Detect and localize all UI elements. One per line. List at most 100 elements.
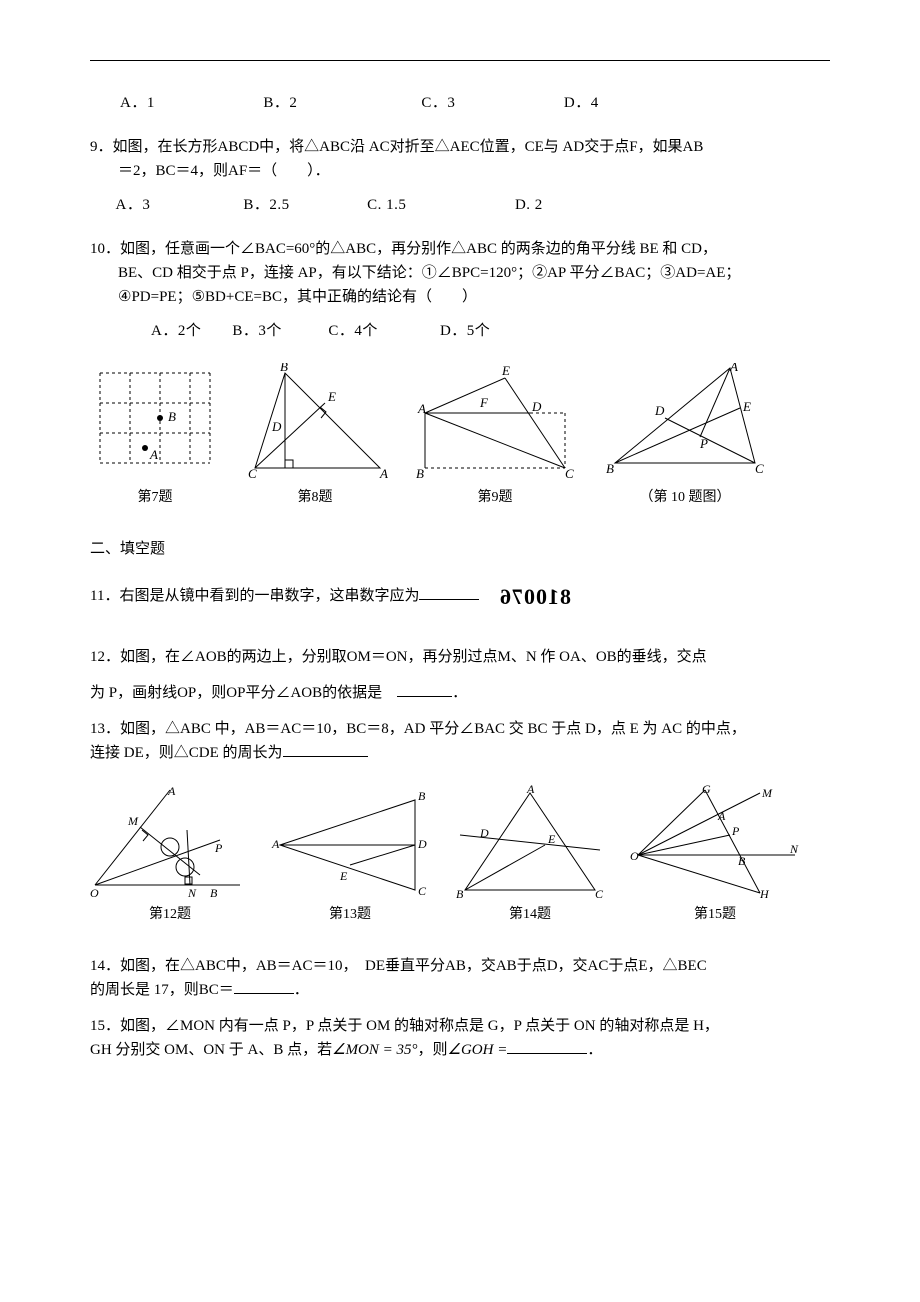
q13-line2-wrap: 连接 DE，则△CDE 的周长为 bbox=[90, 741, 830, 765]
q13: 13．如图，△ABC 中，AB＝AC＝10，BC＝8，AD 平分∠BAC 交 B… bbox=[90, 717, 830, 765]
q9-opt-c: C. 1.5 bbox=[367, 197, 406, 213]
q11-mirror-number: 810076 bbox=[499, 579, 571, 614]
svg-text:M: M bbox=[761, 786, 773, 800]
figure-q8: B E D C A 第8题 bbox=[240, 363, 390, 509]
q9-line1: 9．如图，在长方形ABCD中，将△ABC沿 AC对折至△AEC位置，CE与 AD… bbox=[90, 135, 830, 159]
q9-opt-a: A．3 bbox=[116, 197, 151, 213]
q10-line1: 10．如图，任意画一个∠BAC=60°的△ABC，再分别作△ABC 的两条边的角… bbox=[90, 237, 830, 261]
svg-text:D: D bbox=[479, 826, 489, 840]
q8-opt-c: C．3 bbox=[421, 95, 455, 111]
q9-line2: ＝2，BC＝4，则AF＝（ ）． bbox=[118, 159, 830, 183]
q13-line1: 13．如图，△ABC 中，AB＝AC＝10，BC＝8，AD 平分∠BAC 交 B… bbox=[90, 717, 830, 741]
q8-opt-a: A．1 bbox=[120, 95, 155, 111]
svg-text:C: C bbox=[595, 887, 604, 900]
svg-text:D: D bbox=[417, 837, 427, 851]
svg-text:E: E bbox=[501, 363, 510, 378]
figcap-q8: 第8题 bbox=[298, 487, 333, 509]
figure-q15: G M A P O B N H 第15题 bbox=[630, 785, 800, 926]
svg-text:P: P bbox=[214, 841, 223, 855]
figcap-q7: 第7题 bbox=[138, 487, 173, 509]
q12-blank bbox=[397, 681, 452, 697]
svg-text:E: E bbox=[339, 869, 348, 883]
q15-angle-mon: ∠MON = 35° bbox=[332, 1042, 417, 1058]
svg-text:A: A bbox=[729, 363, 738, 374]
q11-text: 11．右图是从镜中看到的一串数字，这串数字应为 bbox=[90, 588, 419, 604]
svg-text:D: D bbox=[271, 419, 282, 434]
svg-text:A: A bbox=[717, 809, 726, 823]
q9-options: A．3 B．2.5 C. 1.5 D. 2 bbox=[100, 193, 830, 217]
svg-text:D: D bbox=[531, 399, 542, 414]
q15-line1: 15．如图，∠MON 内有一点 P，P 点关于 OM 的轴对称点是 G，P 点关… bbox=[90, 1014, 830, 1038]
svg-text:P: P bbox=[699, 436, 708, 451]
svg-text:G: G bbox=[702, 785, 711, 796]
svg-text:B: B bbox=[456, 887, 464, 900]
q14-line1: 14．如图，在△ABC中，AB＝AC＝10， DE垂直平分AB，交AB于点D，交… bbox=[90, 954, 830, 978]
svg-text:N: N bbox=[789, 842, 799, 856]
figure-q10: A D E P B C （第 10 题图） bbox=[600, 363, 770, 509]
svg-text:C: C bbox=[755, 461, 764, 476]
q12-line2: 为 P，画射线OP，则OP平分∠AOB的依据是 bbox=[90, 685, 397, 701]
q14-blank bbox=[234, 978, 294, 994]
svg-text:F: F bbox=[479, 395, 489, 410]
svg-text:B: B bbox=[738, 854, 746, 868]
section-2-title: 二、填空题 bbox=[90, 537, 830, 561]
q13-blank bbox=[283, 741, 368, 757]
svg-text:D: D bbox=[654, 403, 665, 418]
svg-text:C: C bbox=[418, 884, 427, 898]
q12-line2-wrap: 为 P，画射线OP，则OP平分∠AOB的依据是 ． bbox=[90, 681, 830, 705]
q10-text: 10．如图，任意画一个∠BAC=60°的△ABC，再分别作△ABC 的两条边的角… bbox=[90, 237, 830, 309]
q10-opt-a: A．2个 bbox=[151, 323, 201, 339]
figure-q9: A E F D B C 第9题 bbox=[410, 363, 580, 509]
svg-text:E: E bbox=[742, 399, 751, 414]
svg-text:E: E bbox=[327, 389, 336, 404]
q15: 15．如图，∠MON 内有一点 P，P 点关于 OM 的轴对称点是 G，P 点关… bbox=[90, 1014, 830, 1062]
q15-line2b: ，则 bbox=[418, 1042, 448, 1058]
figcap-q13: 第13题 bbox=[329, 904, 371, 926]
q15-line2-wrap: GH 分别交 OM、ON 于 A、B 点，若∠MON = 35°，则∠GOH =… bbox=[90, 1038, 830, 1062]
figure-q14: A D E B C 第14题 bbox=[450, 785, 610, 926]
svg-text:M: M bbox=[127, 814, 139, 828]
q11: 11．右图是从镜中看到的一串数字，这串数字应为 810076 bbox=[90, 579, 830, 614]
q9-opt-d: D. 2 bbox=[515, 197, 543, 213]
q9-text: 9．如图，在长方形ABCD中，将△ABC沿 AC对折至△AEC位置，CE与 AD… bbox=[90, 135, 830, 183]
q10-options: A．2个 B．3个 C．4个 D．5个 bbox=[120, 319, 830, 343]
q13-line2: 连接 DE，则△CDE 的周长为 bbox=[90, 745, 283, 761]
q14: 14．如图，在△ABC中，AB＝AC＝10， DE垂直平分AB，交AB于点D，交… bbox=[90, 954, 830, 1002]
svg-text:A: A bbox=[379, 466, 388, 481]
q12-line1: 12．如图，在∠AOB的两边上，分别取OM＝ON，再分别过点M、N 作 OA、O… bbox=[90, 645, 830, 669]
q8-opt-b: B．2 bbox=[263, 95, 297, 111]
svg-text:C: C bbox=[565, 466, 574, 481]
svg-text:B: B bbox=[168, 409, 176, 424]
figure-q12: A M P O N B 第12题 bbox=[90, 785, 250, 926]
q10-line2: BE、CD 相交于点 P，连接 AP，有以下结论：①∠BPC=120°；②AP … bbox=[118, 261, 830, 285]
svg-text:A: A bbox=[167, 785, 176, 798]
figure-q13: A B D E C 第13题 bbox=[270, 785, 430, 926]
svg-text:B: B bbox=[418, 789, 426, 803]
q10-opt-b: B．3个 bbox=[232, 323, 282, 339]
figcap-q12: 第12题 bbox=[149, 904, 191, 926]
figcap-q14: 第14题 bbox=[509, 904, 551, 926]
q10-line3: ④PD=PE；⑤BD+CE=BC，其中正确的结论有（ ） bbox=[118, 285, 830, 309]
svg-text:B: B bbox=[416, 466, 424, 481]
svg-text:A: A bbox=[149, 447, 158, 462]
svg-text:A: A bbox=[417, 401, 426, 416]
figcap-q9: 第9题 bbox=[478, 487, 513, 509]
q15-line2a: GH 分别交 OM、ON 于 A、B 点，若 bbox=[90, 1042, 332, 1058]
q12: 12．如图，在∠AOB的两边上，分别取OM＝ON，再分别过点M、N 作 OA、O… bbox=[90, 645, 830, 669]
svg-text:P: P bbox=[731, 824, 740, 838]
figure-row-1: B A 第7题 B E D C A 第8题 bbox=[90, 363, 830, 509]
figcap-q15: 第15题 bbox=[694, 904, 736, 926]
svg-text:A: A bbox=[271, 837, 280, 851]
q14-line2-wrap: 的周长是 17，则BC＝． bbox=[90, 978, 830, 1002]
q15-blank bbox=[507, 1038, 587, 1054]
svg-text:C: C bbox=[248, 466, 257, 481]
svg-text:O: O bbox=[630, 849, 639, 863]
q8-options: A．1 B．2 C．3 D．4 bbox=[120, 91, 830, 115]
top-rule bbox=[90, 60, 830, 61]
svg-text:H: H bbox=[759, 887, 770, 900]
figcap-q10: （第 10 题图） bbox=[640, 487, 731, 509]
svg-text:O: O bbox=[90, 886, 99, 900]
figure-q7: B A 第7题 bbox=[90, 363, 220, 509]
figure-row-2: A M P O N B 第12题 A B D E C bbox=[90, 785, 830, 926]
svg-text:E: E bbox=[547, 832, 556, 846]
